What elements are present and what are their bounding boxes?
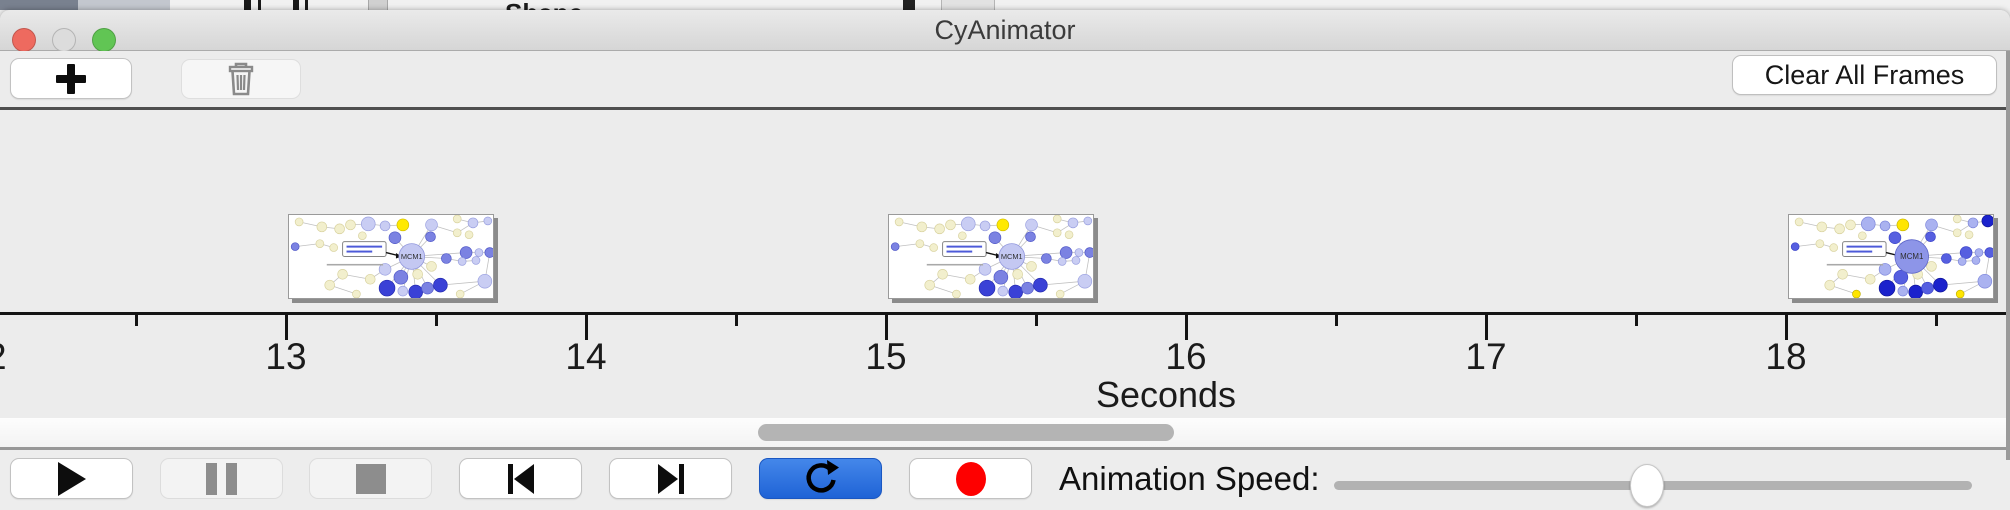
- animation-speed-label: Animation Speed:: [1059, 460, 1320, 497]
- zoom-window-button[interactable]: [92, 28, 116, 52]
- axis-tick-label: 13: [265, 336, 307, 377]
- loop-icon: [805, 459, 839, 493]
- window-right-border: [2006, 51, 2010, 460]
- play-button[interactable]: [10, 458, 133, 499]
- background-decor: [903, 0, 915, 10]
- add-frame-button[interactable]: [10, 58, 132, 99]
- axis-tick: [1784, 313, 1788, 340]
- background-decor: [941, 0, 995, 10]
- axis-tick: [134, 313, 138, 326]
- axis-tick-label: 12: [0, 336, 31, 378]
- background-app-strip: Shape: [0, 0, 2010, 10]
- frame-thumbnail[interactable]: MCM1: [288, 214, 494, 299]
- axis-tick: [734, 313, 738, 326]
- axis-tick: [1184, 313, 1188, 340]
- axis-tick: [1634, 313, 1638, 326]
- network-graph-thumbnail: MCM1: [289, 215, 493, 298]
- clear-all-frames-button[interactable]: Clear All Frames: [1732, 55, 1997, 95]
- background-decor: [0, 0, 78, 10]
- network-graph-thumbnail: MCM1: [889, 215, 1093, 298]
- pause-icon: [206, 462, 237, 495]
- axis-tick-label: 18: [1765, 336, 1807, 377]
- axis-tick-label: 16: [1165, 336, 1207, 377]
- axis-tick: [1484, 313, 1488, 340]
- svg-text:MCM1: MCM1: [401, 252, 423, 261]
- background-decor: [244, 0, 251, 10]
- background-decor: [293, 0, 299, 10]
- playback-bar: Animation Speed:: [0, 450, 2010, 510]
- record-button[interactable]: [909, 458, 1032, 499]
- frame-thumbnail[interactable]: MCM1: [888, 214, 1094, 299]
- record-icon: [955, 461, 986, 496]
- axis-tick-label: 17: [1465, 336, 1507, 377]
- frame-thumbnail[interactable]: MCM1: [1788, 214, 1994, 299]
- axis-tick: [884, 313, 888, 340]
- title-bar: CyAnimator: [0, 10, 2010, 52]
- time-axis: [0, 312, 2010, 315]
- axis-tick-label: 14: [565, 336, 607, 377]
- background-decor: [78, 0, 170, 10]
- frame-toolbar: Clear All Frames: [0, 51, 2010, 107]
- pause-button[interactable]: [160, 458, 283, 499]
- svg-text:MCM1: MCM1: [1001, 252, 1023, 261]
- axis-tick: [434, 313, 438, 326]
- animation-speed-slider-track[interactable]: [1334, 464, 1972, 507]
- stop-button[interactable]: [309, 458, 432, 499]
- timeline-scrollbar-thumb[interactable]: [757, 424, 1174, 441]
- timeline-scrollbar-track[interactable]: [0, 418, 2010, 450]
- background-decor: [305, 0, 308, 10]
- skip-to-start-icon: [507, 463, 534, 494]
- window-title: CyAnimator: [934, 15, 1076, 45]
- axis-tick: [584, 313, 588, 340]
- axis-title: Seconds: [1095, 374, 1237, 415]
- skip-to-end-icon: [657, 463, 684, 494]
- close-window-button[interactable]: [12, 28, 36, 52]
- svg-text:MCM1: MCM1: [1900, 252, 1923, 261]
- delete-frame-button[interactable]: [181, 59, 301, 99]
- skip-to-start-button[interactable]: [459, 458, 582, 499]
- skip-to-end-button[interactable]: [609, 458, 732, 499]
- loop-button[interactable]: [759, 458, 882, 499]
- axis-tick: [1334, 313, 1338, 326]
- timeline-panel: Seconds 12 13 14 15 16 17 18 MCM1 MCM1 MCM1: [0, 110, 2010, 418]
- background-decor: [368, 0, 388, 10]
- background-partial-text: Shape: [505, 0, 583, 10]
- toolbar-separator: [0, 107, 2010, 110]
- stop-icon: [355, 463, 386, 494]
- axis-tick-label: 15: [865, 336, 907, 377]
- axis-tick: [284, 313, 288, 340]
- trash-icon: [228, 62, 254, 96]
- cyanimator-window: CyAnimator Clear All Frames Seconds 12 13…: [0, 10, 2010, 510]
- animation-speed-slider-thumb[interactable]: [1629, 464, 1664, 507]
- background-decor: [258, 0, 261, 10]
- axis-tick: [1034, 313, 1038, 326]
- play-icon: [57, 461, 86, 496]
- axis-tick: [1934, 313, 1938, 326]
- network-graph-thumbnail: MCM1: [1789, 215, 1993, 298]
- minimize-window-button[interactable]: [52, 28, 76, 52]
- plus-icon: [56, 63, 86, 94]
